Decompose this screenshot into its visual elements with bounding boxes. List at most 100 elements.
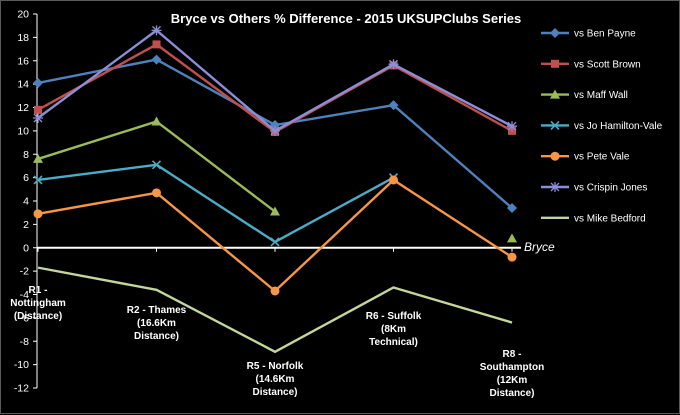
legend-label: vs Crispin Jones (574, 183, 647, 194)
category-label-line: (16.6Km (137, 318, 176, 329)
legend: vs Ben Payne vs Scott Brown vs Maff Wall vs… (541, 28, 663, 224)
series-3 (33, 116, 517, 243)
data-point (270, 125, 280, 136)
baseline-annotation: Bryce (524, 240, 555, 254)
data-point (152, 40, 161, 49)
y-tick-label: -10 (14, 359, 29, 371)
y-tick-label: -2 (20, 266, 29, 278)
data-point (33, 209, 43, 219)
category-label-line: R1 - (29, 285, 48, 296)
category-label-line: (12Km (497, 375, 528, 386)
legend-item: vs Pete Vale (541, 151, 630, 163)
legend-item: vs Jo Hamilton-Vale (541, 120, 663, 132)
legend-label: vs Jo Hamilton-Vale (574, 121, 663, 132)
y-tick-label: 8 (23, 149, 29, 161)
category-label-line: R2 - Thames (127, 305, 187, 316)
y-tick-label: -4 (20, 289, 29, 301)
legend-marker (550, 28, 560, 38)
category-label-line: Distance) (252, 387, 297, 398)
series-6 (33, 25, 517, 136)
legend-marker (550, 89, 560, 99)
legend-item: vs Maff Wall (541, 89, 628, 101)
category-label-line: Nottingham (10, 298, 66, 309)
category-label: R8 - Southampton (12Km Distance) (480, 349, 544, 399)
category-label-line: R6 - Suffolk (366, 311, 422, 322)
data-point (270, 237, 280, 247)
data-point (507, 233, 517, 243)
y-tick-label: -6 (20, 312, 29, 324)
y-tick-label: 18 (17, 32, 29, 44)
category-labels: R1 - Nottingham (Distance) R2 - Thames (16.6… (10, 285, 544, 399)
legend-item: vs Scott Brown (541, 59, 641, 70)
data-point (34, 105, 42, 114)
legend-label: vs Pete Vale (574, 152, 630, 163)
category-label-line: Distance) (489, 388, 534, 399)
category-label-line: Distance) (134, 331, 179, 342)
y-tick-label: 16 (17, 55, 29, 67)
y-tick-label: 14 (17, 79, 29, 91)
data-point (33, 175, 43, 185)
series-group (33, 25, 517, 353)
data-point (507, 121, 517, 132)
category-label: R5 - Norfolk (14.6Km Distance) (247, 361, 304, 398)
category-label: R2 - Thames (16.6Km Distance) (127, 305, 187, 342)
y-tick-label: 6 (23, 172, 29, 184)
data-point (507, 252, 517, 262)
chart-title: Bryce vs Others % Difference - 2015 UKSU… (171, 11, 521, 26)
data-point (33, 77, 43, 88)
series-7 (37, 266, 513, 353)
y-tick-label: 12 (17, 102, 29, 114)
legend-item: vs Mike Bedford (541, 213, 646, 224)
category-label-line: Technical) (369, 337, 418, 348)
series-line (37, 266, 513, 353)
legend-item: vs Crispin Jones (541, 182, 647, 194)
legend-marker (550, 151, 560, 161)
y-tick-label: -8 (20, 336, 29, 348)
y-tick-label: -12 (14, 383, 29, 395)
y-tick-label: 4 (23, 196, 29, 208)
series-line (37, 120, 276, 213)
zero-baseline (37, 246, 521, 252)
category-label-line: Southampton (480, 362, 544, 373)
data-point (33, 153, 43, 163)
series-line (37, 178, 513, 293)
category-label-line: R8 - (503, 349, 522, 360)
data-point (270, 286, 280, 296)
series-line (37, 29, 513, 133)
category-label-line: (Distance) (14, 311, 62, 322)
data-point (151, 25, 162, 36)
y-tick-label: 10 (17, 125, 29, 137)
category-label: R1 - Nottingham (Distance) (10, 285, 66, 322)
legend-marker (551, 59, 559, 68)
legend-label: vs Maff Wall (574, 90, 628, 101)
data-point (152, 188, 161, 198)
legend-marker (550, 182, 560, 192)
data-point (270, 206, 280, 216)
legend-item: vs Ben Payne (541, 28, 636, 40)
data-point (389, 175, 398, 185)
y-tick-label: 20 (17, 9, 29, 21)
data-point (388, 59, 399, 70)
data-point (151, 116, 162, 126)
legend-marker (550, 120, 560, 130)
series-5 (33, 175, 517, 296)
category-label-line: R5 - Norfolk (247, 361, 304, 372)
data-point (151, 160, 162, 170)
category-label-line: (14.6Km (256, 374, 295, 385)
data-point (33, 113, 43, 124)
y-tick-label: 0 (23, 242, 29, 254)
legend-label: vs Mike Bedford (574, 213, 646, 224)
data-point (507, 203, 517, 214)
data-point (388, 100, 399, 111)
legend-label: vs Scott Brown (574, 59, 641, 70)
y-tick-label: 2 (23, 219, 29, 231)
series-4 (33, 160, 399, 247)
y-axis-ticks: -12 -10 -8 -6 -4 -2 0 2 4 6 8 10 12 14 16 18 20 (14, 9, 37, 395)
data-point (151, 54, 162, 65)
category-label-line: (8Km (381, 324, 406, 335)
legend-label: vs Ben Payne (574, 29, 636, 40)
category-label: R6 - Suffolk (8Km Technical) (366, 311, 422, 348)
series-line (37, 163, 395, 244)
